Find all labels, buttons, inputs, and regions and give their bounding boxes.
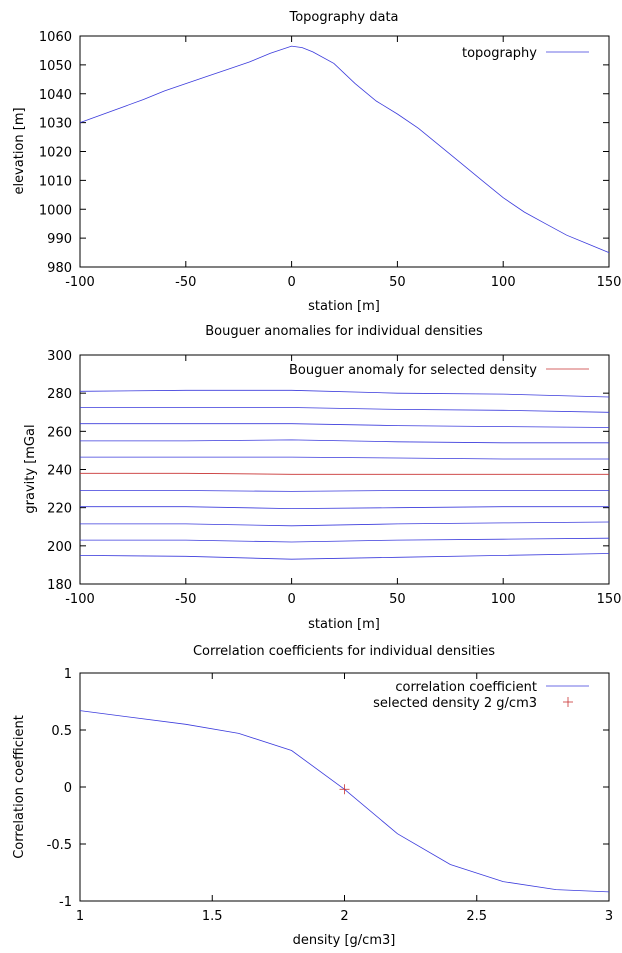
correlation-line <box>79 710 610 893</box>
chart-title: Correlation coefficients for individual … <box>193 644 495 659</box>
y-tick-label: 1 <box>64 667 72 682</box>
x-tick-label: -50 <box>175 592 196 607</box>
chart-title: Bouguer anomalies for individual densiti… <box>205 324 483 339</box>
x-tick-label: 2.5 <box>466 909 487 924</box>
y-tick-label: 1060 <box>39 30 72 45</box>
x-tick-label: 0 <box>287 275 295 290</box>
y-tick-label: 1000 <box>39 203 72 218</box>
y-tick-label: 280 <box>47 387 72 402</box>
x-tick-label: -50 <box>175 275 196 290</box>
plot-frame <box>79 35 610 268</box>
legend-label: correlation coefficient <box>395 680 537 695</box>
y-tick-label: 1020 <box>39 146 72 161</box>
legend-marker <box>563 697 573 707</box>
density-line <box>80 407 610 413</box>
bouguer-chart: Bouguer anomalies for individual densiti… <box>23 324 621 632</box>
y-tick-label: -0.5 <box>47 838 72 853</box>
x-tick-label: 50 <box>389 592 406 607</box>
correlation-chart: Correlation coefficients for individual … <box>12 644 613 948</box>
y-tick-label: 200 <box>47 540 72 555</box>
chart-title: Topography data <box>288 10 398 25</box>
legend-label: topography <box>462 46 537 61</box>
y-axis-label: elevation [m] <box>12 107 27 194</box>
selected-density-marker <box>339 784 350 795</box>
y-tick-label: 1030 <box>39 117 72 132</box>
density-line <box>80 506 609 510</box>
y-tick-label: 980 <box>47 261 72 276</box>
y-tick-label: 1050 <box>39 59 72 74</box>
x-tick-label: 150 <box>597 592 622 607</box>
x-tick-label: -100 <box>65 275 95 290</box>
x-tick-label: 3 <box>605 909 613 924</box>
topography-chart: Topography data -100 -50 0 50 100 150 980 990 10… <box>12 10 621 314</box>
x-tick-label: 2 <box>340 909 348 924</box>
y-tick-label: 220 <box>47 502 72 517</box>
y-tick-label: 180 <box>47 578 72 593</box>
series-group <box>79 45 610 253</box>
y-tick-label: 0.5 <box>51 724 72 739</box>
density-line <box>80 537 610 543</box>
tick-group: 1 1.5 2 2.5 3 -1 -0.5 0 0.5 1 <box>47 667 614 924</box>
x-tick-label: 100 <box>491 275 516 290</box>
legend-label: Bouguer anomaly for selected density <box>289 363 537 378</box>
plot-frame <box>79 354 610 585</box>
tick-group: -100 -50 0 50 100 150 980 990 1000 1010 1020 1030 10… <box>39 30 622 290</box>
x-tick-label: 0 <box>287 592 295 607</box>
selected-density-line <box>80 472 609 475</box>
y-tick-label: 1040 <box>39 88 72 103</box>
y-tick-label: 0 <box>64 781 72 796</box>
x-tick-label: 1.5 <box>202 909 223 924</box>
density-line <box>79 553 610 560</box>
y-tick-label: 990 <box>47 232 72 247</box>
y-tick-label: -1 <box>59 895 72 910</box>
density-line <box>80 439 609 444</box>
density-line <box>80 490 609 492</box>
density-line <box>79 389 610 398</box>
y-tick-label: 300 <box>47 349 72 364</box>
x-tick-label: -100 <box>65 592 95 607</box>
x-tick-label: 100 <box>491 592 516 607</box>
y-tick-label: 240 <box>47 464 72 479</box>
y-tick-label: 260 <box>47 425 72 440</box>
x-axis-label: station [m] <box>308 299 380 314</box>
density-line <box>80 521 610 527</box>
x-tick-label: 50 <box>389 275 406 290</box>
legend-label: selected density 2 g/cm3 <box>373 696 537 711</box>
density-line <box>80 423 610 428</box>
tick-group: -100 -50 0 50 100 150 180 200 220 240 260 280 300 <box>47 349 621 607</box>
series-group <box>79 710 610 893</box>
y-tick-label: 1010 <box>39 174 72 189</box>
series-group <box>79 389 610 560</box>
x-axis-label: station [m] <box>308 617 380 632</box>
x-axis-label: density [g/cm3] <box>293 933 396 948</box>
x-tick-label: 150 <box>597 275 622 290</box>
y-axis-label: gravity [mGal <box>23 424 38 513</box>
x-tick-label: 1 <box>76 909 84 924</box>
y-axis-label: Correlation coefficient <box>12 715 27 859</box>
density-line <box>80 456 609 460</box>
topography-line <box>79 45 610 253</box>
